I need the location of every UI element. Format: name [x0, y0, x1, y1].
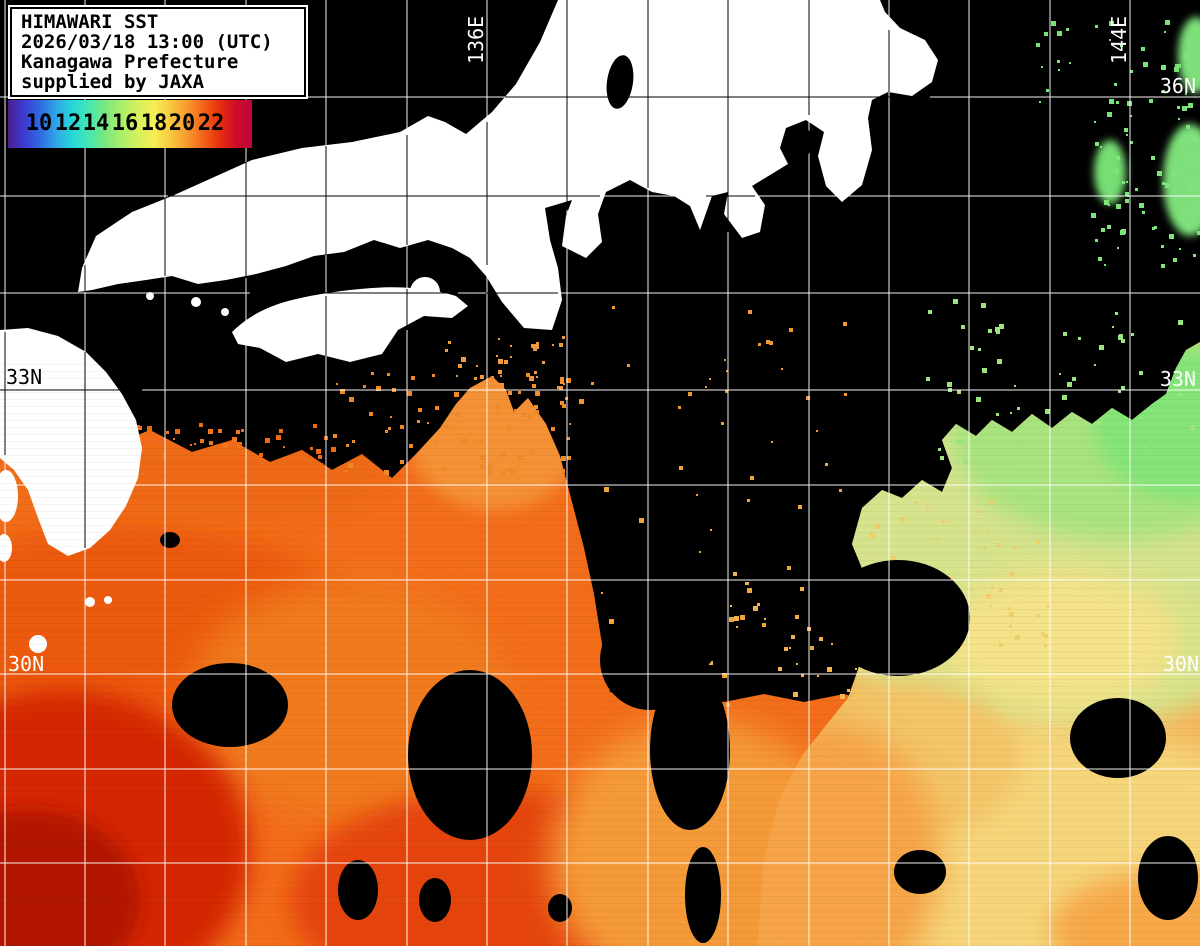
- scale-tick-18: 18: [140, 111, 168, 136]
- land-west-kyushu-islands: [0, 470, 18, 522]
- cloud-mask: [94, 495, 1198, 943]
- provider-line: Kanagawa Prefecture: [21, 51, 239, 73]
- lat-label-30n-left: 30N: [8, 652, 44, 676]
- land-kyushu: [0, 328, 142, 556]
- lat-label-33n-right: 33N: [1160, 367, 1196, 391]
- scale-tick-14: 14: [82, 111, 110, 136]
- info-box: HIMAWARI SST 2026/03/18 13:00 (UTC) Kana…: [8, 5, 308, 99]
- scale-tick-20: 20: [168, 111, 196, 136]
- scale-tick-22: 22: [197, 111, 225, 136]
- land-honshu: [78, 0, 938, 330]
- lake-biwa: [606, 55, 634, 109]
- graticule-labels: 136E 144E 36N 33N 30N 33N 30N: [6, 16, 1199, 676]
- sst-speckles: [61, 20, 1200, 707]
- tokyo-bay: [792, 126, 812, 158]
- scale-tick-12: 12: [54, 111, 82, 136]
- lon-label-144e: 144E: [1107, 16, 1131, 64]
- scale-tick-16: 16: [111, 111, 139, 136]
- scale-tick-10: 10: [25, 111, 53, 136]
- product-title: HIMAWARI SST: [21, 11, 159, 33]
- landmass: [0, 0, 938, 653]
- land-awaji-island: [410, 277, 440, 307]
- lat-label-33n-left: 33N: [6, 365, 42, 389]
- graticule-on-land: [0, 0, 930, 548]
- land-yakushima: [29, 635, 47, 653]
- lat-label-36n-right: 36N: [1160, 74, 1196, 98]
- temperature-scale: 10 12 14 16 18 20 22: [8, 100, 252, 148]
- attribution-line: supplied by JAXA: [21, 71, 205, 93]
- timestamp: 2026/03/18 13:00 (UTC): [21, 31, 273, 53]
- land-shikoku: [232, 287, 468, 362]
- lon-label-136e: 136E: [464, 16, 488, 64]
- lat-label-30n-right: 30N: [1163, 652, 1199, 676]
- colorbar-gradient: [8, 100, 252, 148]
